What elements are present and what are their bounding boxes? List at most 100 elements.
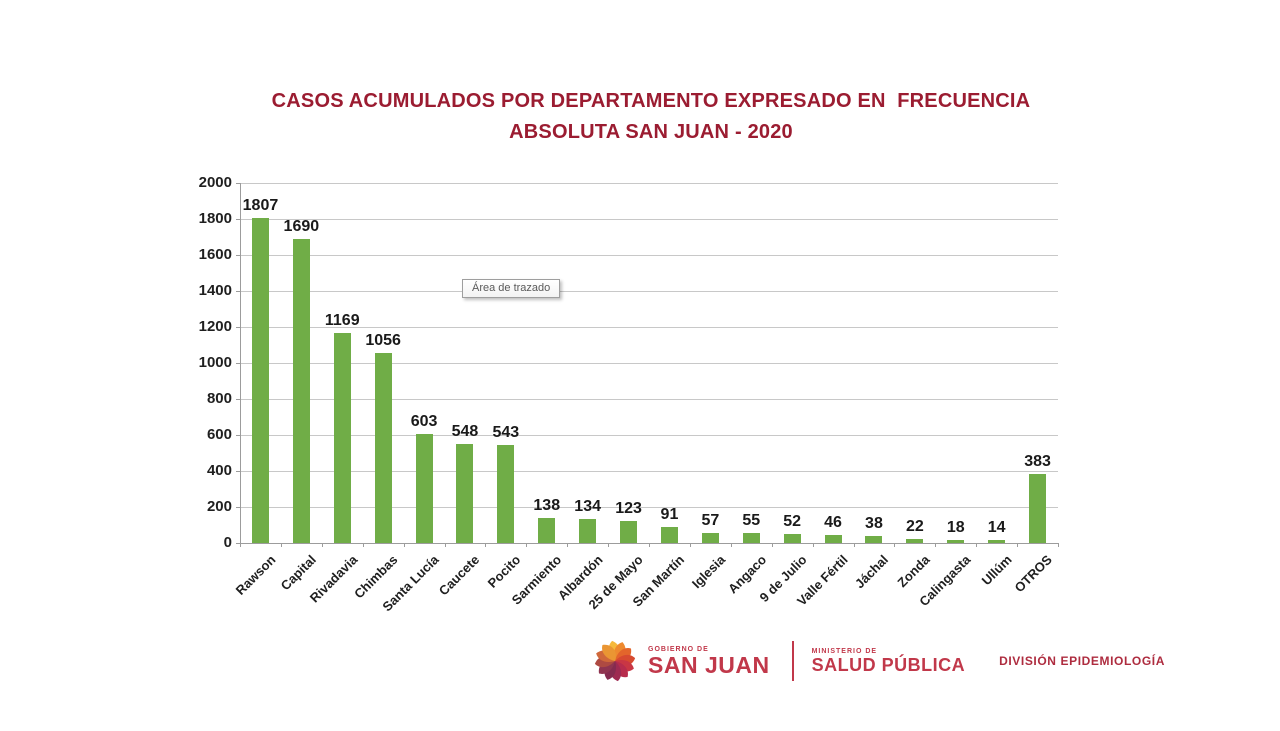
- y-axis: [240, 183, 241, 543]
- gridline-1800: [240, 219, 1058, 220]
- gridline-600: [240, 435, 1058, 436]
- san-juan-pinwheel-logo-icon: [594, 640, 636, 682]
- bar-Pocito[interactable]: [497, 445, 515, 543]
- bar-9 de Julio[interactable]: [783, 533, 801, 543]
- bar-value-label: 123: [615, 499, 642, 517]
- bar-value-label: 18: [946, 518, 965, 536]
- bar-Zonda[interactable]: [906, 539, 924, 543]
- y-axis-label: 200: [206, 498, 232, 515]
- salud-publica-label: SALUD PÚBLICA: [811, 654, 966, 675]
- x-axis-tick: [730, 543, 732, 547]
- x-axis-tick: [444, 543, 446, 547]
- plot-area-tooltip: Área de trazado: [462, 279, 561, 298]
- y-axis-label: 0: [223, 534, 232, 551]
- bar-value-label: 1169: [324, 311, 360, 329]
- bar-Sarmiento[interactable]: [538, 518, 556, 543]
- x-category-label: Jáchal: [852, 552, 892, 592]
- logo-petal: [602, 644, 616, 661]
- y-axis-label: 1400: [198, 282, 232, 299]
- bar-value-label: 138: [533, 497, 561, 515]
- bar-value-label: 57: [701, 511, 720, 529]
- x-axis-tick: [608, 543, 610, 547]
- chart-title-line2: ABSOLUTA SAN JUAN - 2020: [509, 121, 793, 143]
- x-axis-tick: [689, 543, 691, 547]
- bar-value-label: 38: [865, 515, 883, 533]
- y-axis-label: 600: [206, 426, 232, 443]
- gobierno-de-label: GOBIERNO DE: [648, 645, 709, 653]
- y-axis-tick: [236, 363, 240, 364]
- gridline-200: [240, 507, 1058, 508]
- bar-value-label: 46: [824, 513, 842, 531]
- x-category-label: OTROS: [1011, 552, 1056, 596]
- y-axis-tick: [236, 435, 240, 436]
- x-category-label: Ullúm: [978, 552, 1015, 589]
- bar-value-label: 603: [410, 413, 438, 431]
- bar-value-label: 1807: [242, 196, 279, 214]
- bar-25 de Mayo[interactable]: [620, 520, 638, 543]
- bar-value-label: 52: [783, 512, 802, 530]
- y-axis-tick: [236, 255, 240, 256]
- bar-Calingasta[interactable]: [947, 539, 965, 543]
- bar-value-label: 548: [451, 423, 479, 441]
- bar-value-label: 1690: [283, 217, 320, 235]
- bar-Angaco[interactable]: [742, 533, 760, 543]
- x-axis-tick: [280, 543, 282, 547]
- y-axis-tick: [236, 507, 240, 508]
- x-category-label: Zonda: [894, 552, 933, 591]
- bar-Ullúm[interactable]: [988, 540, 1006, 543]
- chart-title: CASOS ACUMULADOS POR DEPARTAMENTO EXPRES…: [230, 86, 1072, 148]
- y-axis-label: 1200: [198, 318, 232, 335]
- footer-branding: GOBIERNO DE SAN JUAN MINISTERIO DE SALUD…: [592, 630, 1165, 692]
- san-juan-label: SAN JUAN: [648, 651, 770, 678]
- y-axis-label: 1000: [198, 354, 232, 371]
- gridline-1200: [240, 327, 1058, 328]
- gobierno-block: GOBIERNO DE SAN JUAN: [648, 646, 770, 677]
- x-axis-tick: [649, 543, 650, 547]
- bar-Chimbas[interactable]: [374, 352, 392, 543]
- bar-Capital[interactable]: [292, 238, 310, 543]
- bar-Iglesia[interactable]: [701, 532, 719, 543]
- y-axis-tick: [236, 471, 240, 472]
- y-axis-label: 400: [206, 462, 232, 479]
- bar-value-label: 22: [905, 518, 924, 536]
- bar-Valle Fértil[interactable]: [824, 534, 842, 543]
- bar-value-label: 383: [1024, 453, 1051, 471]
- x-axis-tick: [403, 543, 405, 547]
- bar-Albardón[interactable]: [579, 518, 597, 543]
- y-axis-tick: [236, 291, 240, 292]
- x-axis: [236, 543, 1058, 544]
- x-axis-tick: [1058, 543, 1059, 547]
- x-axis-tick: [485, 543, 487, 547]
- bar-value-label: 543: [492, 424, 520, 442]
- gridline-1600: [240, 255, 1058, 256]
- y-axis-label: 2000: [198, 174, 232, 191]
- ministerio-block: MINISTERIO DE SALUD PÚBLICA: [812, 648, 966, 675]
- division-epidemiologia-label: DIVISIÓN EPIDEMIOLOGÍA: [999, 654, 1165, 668]
- y-axis-tick: [236, 399, 240, 400]
- x-category-label: Caucete: [436, 552, 483, 599]
- bar-OTROS[interactable]: [1029, 474, 1047, 543]
- bar-Jáchal[interactable]: [865, 536, 883, 543]
- y-axis-label: 1600: [198, 246, 232, 263]
- bar-Rawson[interactable]: [251, 217, 269, 543]
- ministerio-de-label: MINISTERIO DE: [811, 647, 878, 655]
- x-axis-tick: [812, 543, 814, 547]
- gridline-400: [240, 471, 1058, 472]
- gridline-800: [240, 399, 1058, 400]
- x-axis-tick: [1017, 543, 1019, 547]
- bar-value-label: 1056: [365, 331, 401, 349]
- bar-Caucete[interactable]: [456, 444, 474, 543]
- y-axis-label: 1800: [198, 210, 232, 227]
- bar-Santa Lucía[interactable]: [415, 434, 433, 543]
- gridline-1000: [240, 363, 1058, 364]
- bar-Rivadavia[interactable]: [333, 332, 351, 543]
- x-category-label: Iglesia: [688, 552, 728, 592]
- bar-San Martín[interactable]: [660, 526, 678, 543]
- bar-value-label: 134: [574, 497, 601, 515]
- x-axis-tick: [362, 543, 364, 547]
- x-axis-tick: [567, 543, 569, 547]
- x-axis-tick: [526, 543, 528, 547]
- chart-title-line1: CASOS ACUMULADOS POR DEPARTAMENTO EXPRES…: [271, 90, 1031, 112]
